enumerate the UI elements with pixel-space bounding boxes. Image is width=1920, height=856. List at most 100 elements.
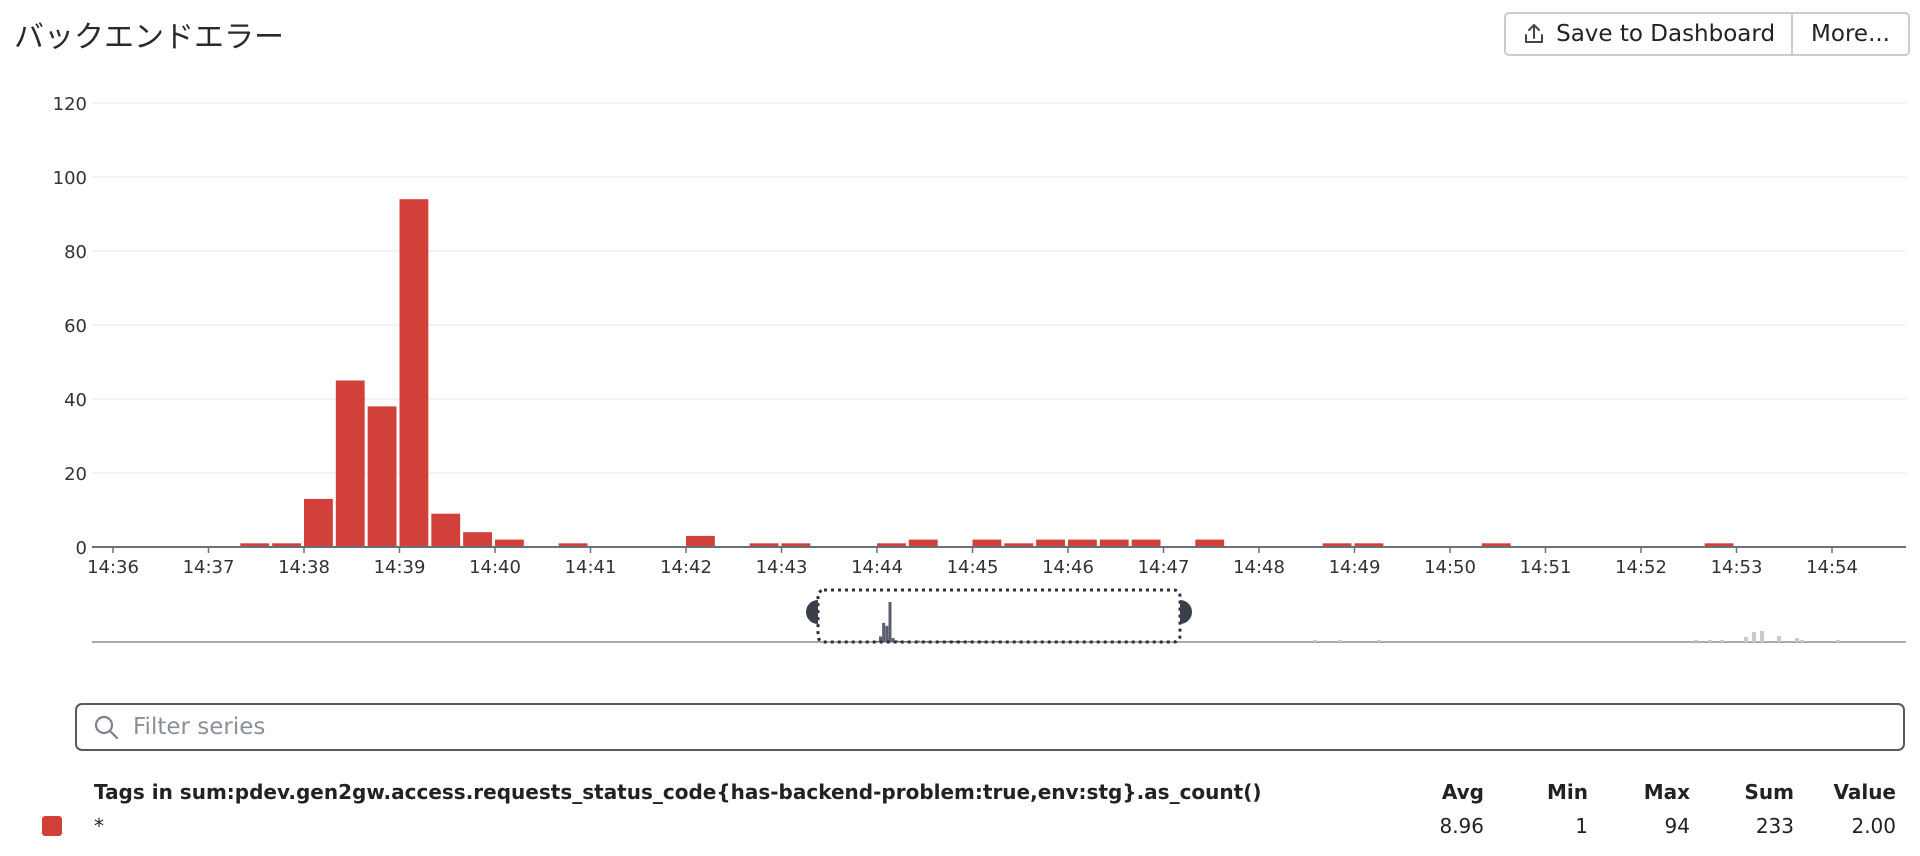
x-tick-label: 14:51 [1520, 557, 1572, 578]
minimap-bar-faded [1752, 632, 1756, 642]
y-tick-label: 120 [53, 94, 87, 115]
x-tick-label: 14:44 [851, 557, 903, 578]
minimap-bar [904, 641, 908, 642]
bar[interactable] [272, 543, 301, 547]
series-value: 2.00 [1851, 814, 1896, 838]
x-tick-label: 14:38 [278, 557, 330, 578]
bar[interactable] [463, 532, 492, 547]
x-tick-label: 14:36 [87, 557, 139, 578]
bar[interactable] [686, 535, 715, 547]
minimap-bar [939, 641, 943, 642]
minimap-bar-faded [1377, 640, 1381, 642]
more-label: More... [1811, 21, 1890, 47]
legend-col-max[interactable]: Max [1643, 780, 1690, 804]
minimap-right-handle[interactable] [1180, 600, 1192, 624]
minimap-bar-faded [1795, 638, 1799, 642]
bar[interactable] [1354, 543, 1384, 547]
minimap-left-handle[interactable] [806, 600, 818, 624]
bar[interactable] [1322, 543, 1352, 547]
bar[interactable] [781, 543, 811, 547]
minimap-bar [879, 636, 882, 642]
minimap-bar [882, 622, 886, 642]
minimap-bar [958, 641, 962, 642]
minimap-bar-faded [1694, 640, 1698, 642]
bar[interactable] [431, 513, 461, 547]
upload-icon [1525, 24, 1544, 43]
minimap-bars [872, 602, 1840, 642]
filter-series-field[interactable] [75, 703, 1905, 751]
bar[interactable] [972, 539, 1002, 547]
x-tick-label: 14:52 [1615, 557, 1667, 578]
x-tick-label: 14:40 [469, 557, 521, 578]
x-tick-label: 14:49 [1329, 557, 1381, 578]
minimap-bar-faded [1313, 640, 1317, 642]
bar[interactable] [1004, 543, 1034, 547]
bar[interactable] [749, 543, 779, 547]
minimap-bar-faded [1836, 640, 1840, 642]
x-tick-label: 14:45 [947, 557, 999, 578]
save-to-dashboard-button[interactable]: Save to Dashboard [1506, 14, 1792, 54]
bar[interactable] [1036, 539, 1065, 547]
bar[interactable] [1195, 539, 1225, 547]
x-axis-ticks: 14:36 14:37 14:38 14:39 14:40 14:41 14:42 14:43… [87, 547, 1858, 578]
x-tick-label: 14:42 [660, 557, 712, 578]
bar[interactable] [1099, 539, 1129, 547]
minimap-bar [996, 641, 1000, 642]
minimap-bar [885, 625, 889, 642]
minimap-bar [891, 638, 895, 642]
minimap-bar-faded [1800, 640, 1804, 642]
time-range-minimap[interactable] [0, 580, 1920, 660]
bar[interactable] [335, 380, 365, 548]
minimap-bar [945, 641, 949, 642]
x-tick-label: 14:54 [1806, 557, 1858, 578]
legend-col-sum[interactable]: Sum [1744, 780, 1794, 804]
minimap-bar [923, 641, 927, 642]
bar[interactable] [1068, 539, 1097, 547]
series-min: 1 [1575, 814, 1588, 838]
x-tick-label: 14:46 [1042, 557, 1094, 578]
bar[interactable] [1481, 543, 1511, 547]
minimap-bar [875, 641, 879, 642]
y-tick-label: 80 [64, 242, 87, 263]
minimap-bar-faded [1760, 631, 1764, 642]
minimap-bar [951, 641, 955, 642]
header-actions: Save to Dashboard More... [1504, 12, 1910, 56]
bar[interactable] [558, 543, 588, 547]
y-tick-label: 20 [64, 464, 87, 485]
bar[interactable] [1131, 539, 1161, 547]
series-avg: 8.96 [1439, 814, 1484, 838]
legend-col-avg[interactable]: Avg [1441, 780, 1484, 804]
bar[interactable] [304, 498, 333, 547]
y-tick-label: 60 [64, 316, 87, 337]
bar-chart[interactable]: 0 20 40 60 80 100 120 14:36 14:37 14:38 14:39 14:4… [0, 0, 1920, 590]
x-tick-label: 14:37 [183, 557, 235, 578]
bar[interactable] [240, 543, 270, 547]
y-tick-label: 0 [76, 538, 87, 559]
minimap-bar [898, 641, 901, 642]
bar[interactable] [367, 406, 397, 547]
legend-col-value[interactable]: Value [1833, 780, 1896, 804]
bar[interactable] [877, 543, 906, 547]
x-tick-label: 14:48 [1233, 557, 1285, 578]
x-tick-label: 14:41 [565, 557, 617, 578]
minimap-selection[interactable] [816, 588, 1182, 644]
bar[interactable] [908, 539, 938, 547]
legend-col-min[interactable]: Min [1547, 780, 1588, 804]
x-tick-label: 14:53 [1711, 557, 1763, 578]
bar[interactable] [399, 199, 429, 547]
minimap-bar [926, 641, 930, 642]
minimap-bar [917, 640, 920, 642]
bar[interactable] [1704, 543, 1734, 547]
series-max: 94 [1664, 814, 1690, 838]
legend-tags-label: Tags in sum:pdev.gen2gw.access.requests_… [94, 780, 1262, 804]
minimap-bar-faded [1777, 636, 1781, 642]
filter-series-input[interactable] [131, 713, 1835, 741]
bar[interactable] [495, 539, 524, 547]
minimap-bar [961, 641, 965, 642]
bars[interactable] [240, 199, 1734, 548]
save-to-dashboard-label: Save to Dashboard [1556, 21, 1776, 47]
series-color-swatch [42, 816, 62, 836]
x-tick-label: 14:43 [756, 557, 808, 578]
more-button[interactable]: More... [1791, 14, 1908, 54]
series-name: * [94, 814, 104, 838]
